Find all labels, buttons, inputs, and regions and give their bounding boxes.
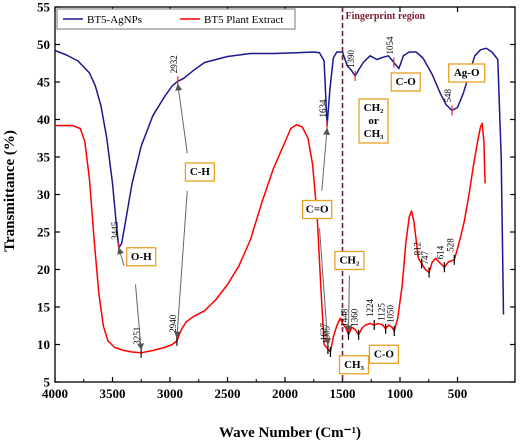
y-tick-label: 15: [37, 300, 51, 315]
series-line-bt5-plant-extract: [55, 122, 486, 354]
ann-ag-o-box: [448, 63, 486, 83]
peak-label-blue: 2932: [169, 55, 179, 73]
y-tick-label: 25: [37, 225, 51, 240]
ann-ch2-box: [334, 250, 365, 271]
annotation-arrow: [175, 83, 188, 154]
peak-label-red: 747: [420, 251, 430, 265]
peak-label-blue: 3445: [110, 221, 120, 240]
ann-ch3-box: [338, 355, 370, 375]
peak-label-red: 1627: [319, 323, 329, 342]
x-tick-label: 2000: [272, 386, 298, 401]
legend-box: [56, 8, 296, 30]
annotation-arrow: [173, 190, 188, 339]
ann-c-o-top-text: C-O: [396, 76, 417, 88]
peak-label-blue: 548: [443, 89, 453, 103]
x-tick-label: 500: [448, 386, 468, 401]
x-tick-label: 1000: [387, 386, 413, 401]
ann-ch3-text: CH₃: [344, 359, 365, 371]
annotation-arrow: [345, 275, 353, 333]
x-tick-label: 4000: [42, 386, 68, 401]
ann-c-h-box: [184, 162, 216, 182]
peak-label-blue: 1054: [385, 36, 395, 55]
peak-label-red: 1605: [321, 326, 331, 345]
x-tick-label: 1500: [330, 386, 356, 401]
legend: BT5-AgNPs BT5 Plant Extract: [56, 8, 296, 30]
peak-label-red: 1448: [339, 308, 349, 327]
ann-c-o-top-box: [390, 72, 421, 92]
y-tick-label: 50: [37, 37, 50, 52]
y-tick-label: 10: [37, 337, 50, 352]
annotation-arrow: [319, 228, 331, 346]
plot-frame: [54, 6, 516, 383]
legend-label-1: BT5 Plant Extract: [204, 14, 283, 26]
y-tick-label: 40: [37, 112, 50, 127]
axes-layer: 4000 3500 3000 2500 2000 1500 1000 500 5 10 15 20 25…: [37, 0, 516, 401]
peak-label-red: 1050: [385, 305, 395, 324]
ann-c-h-text: C-H: [190, 166, 211, 178]
x-axis-title: Wave Number (Cm⁻¹): [219, 425, 361, 441]
ann-o-h-box: [126, 247, 157, 267]
peak-label-red: 528: [445, 238, 455, 252]
ann-ch2-or-ch3-text: CH₃: [364, 128, 385, 140]
ann-ch2-or-ch3-text: CH₂: [364, 102, 385, 114]
peak-label-red: 3251: [132, 327, 142, 345]
peak-label-red: 614: [435, 245, 445, 259]
series-layer: [54, 47, 505, 354]
y-tick-label: 5: [44, 375, 51, 390]
ann-ch2-or-ch3-text: or: [368, 115, 379, 127]
annotation-arrow: [321, 127, 331, 191]
fingerprint-region-layer: Fingerprint region: [341, 7, 426, 382]
y-tick-label: 55: [37, 0, 51, 15]
ann-ch2-text: CH₂: [339, 255, 360, 267]
ann-c-eq-o-box: [302, 199, 333, 220]
annotation-arrow: [117, 247, 125, 266]
x-tick-label: 3500: [100, 386, 126, 401]
legend-label-0: BT5-AgNPs: [87, 14, 142, 26]
ann-ch2-or-ch3-box: [358, 98, 389, 144]
peak-label-red: 2940: [168, 314, 178, 333]
peak-label-red: 1125: [377, 303, 387, 321]
series-line-bt5-agnps: [54, 47, 505, 315]
annotation-arrow: [135, 284, 145, 351]
x-tick-label: 2500: [215, 386, 241, 401]
ann-o-h-text: O-H: [131, 251, 152, 263]
ann-c-o-bottom-text: C-O: [374, 348, 395, 360]
ann-ag-o-text: Ag-O: [454, 67, 480, 79]
y-tick-label: 45: [37, 75, 51, 90]
y-tick-label: 30: [37, 187, 50, 202]
ann-c-o-bottom-box: [368, 344, 400, 364]
ann-c-eq-o-text: C=O: [306, 204, 329, 216]
peak-label-red: 812: [413, 242, 423, 256]
fingerprint-region-label: Fingerprint region: [346, 11, 426, 22]
peak-label-red: 1224: [365, 299, 375, 318]
arrows-layer: [117, 83, 353, 351]
x-tick-label: 3000: [157, 386, 183, 401]
peak-label-blue: 1390: [346, 50, 356, 69]
peak-label-blue: 1634: [318, 99, 328, 118]
peak-label-red: 1360: [350, 308, 360, 327]
y-axis-title: Transmittance (%): [2, 130, 18, 252]
y-tick-label: 35: [37, 150, 51, 165]
y-tick-label: 20: [37, 262, 50, 277]
